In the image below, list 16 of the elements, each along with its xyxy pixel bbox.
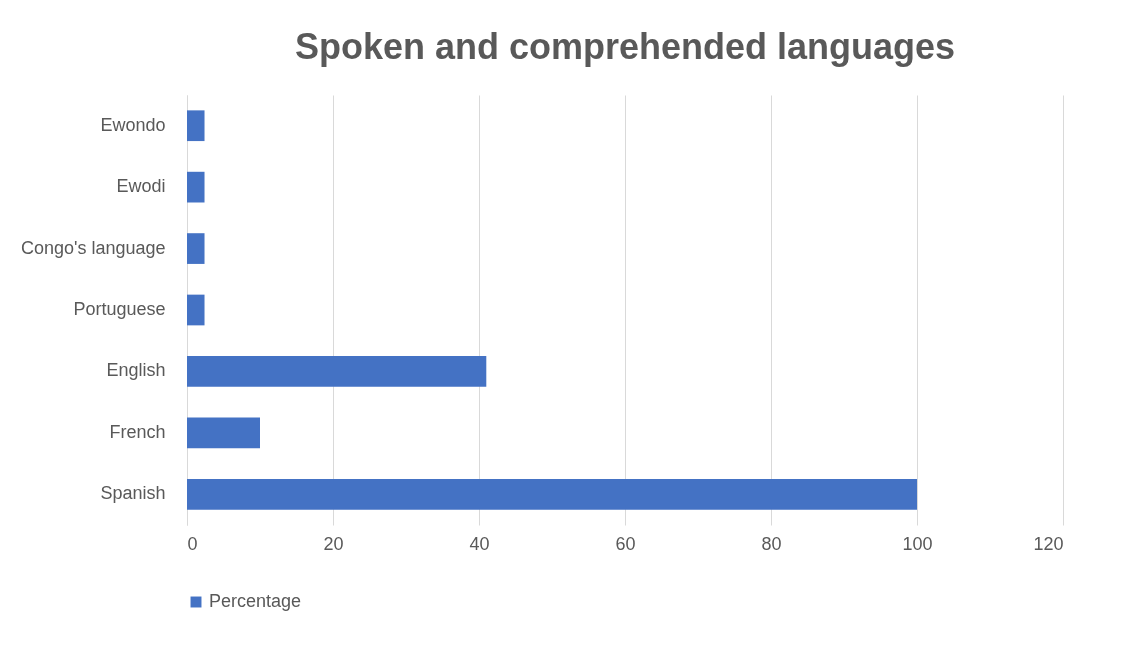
x-tick-label: 60 <box>615 533 636 554</box>
legend-label: Percentage <box>209 591 302 611</box>
y-tick-label: Congo's language <box>20 237 166 258</box>
x-tick-label: 100 <box>902 533 933 554</box>
y-tick-label: Portuguese <box>73 299 166 319</box>
y-tick-label: French <box>109 421 166 442</box>
x-tick-label: 40 <box>469 533 490 554</box>
y-tick-label: Ewodi <box>116 176 166 197</box>
x-tick-label: 80 <box>761 533 782 554</box>
y-tick-label: English <box>106 360 166 381</box>
x-tick-label: 120 <box>1033 533 1064 554</box>
chart-title: Spoken and comprehended languages <box>294 26 956 67</box>
y-tick-label: Ewondo <box>100 114 166 135</box>
x-tick-label: 0 <box>187 533 198 554</box>
x-tick-label: 20 <box>323 533 344 554</box>
y-tick-label: Spanish <box>100 483 166 504</box>
